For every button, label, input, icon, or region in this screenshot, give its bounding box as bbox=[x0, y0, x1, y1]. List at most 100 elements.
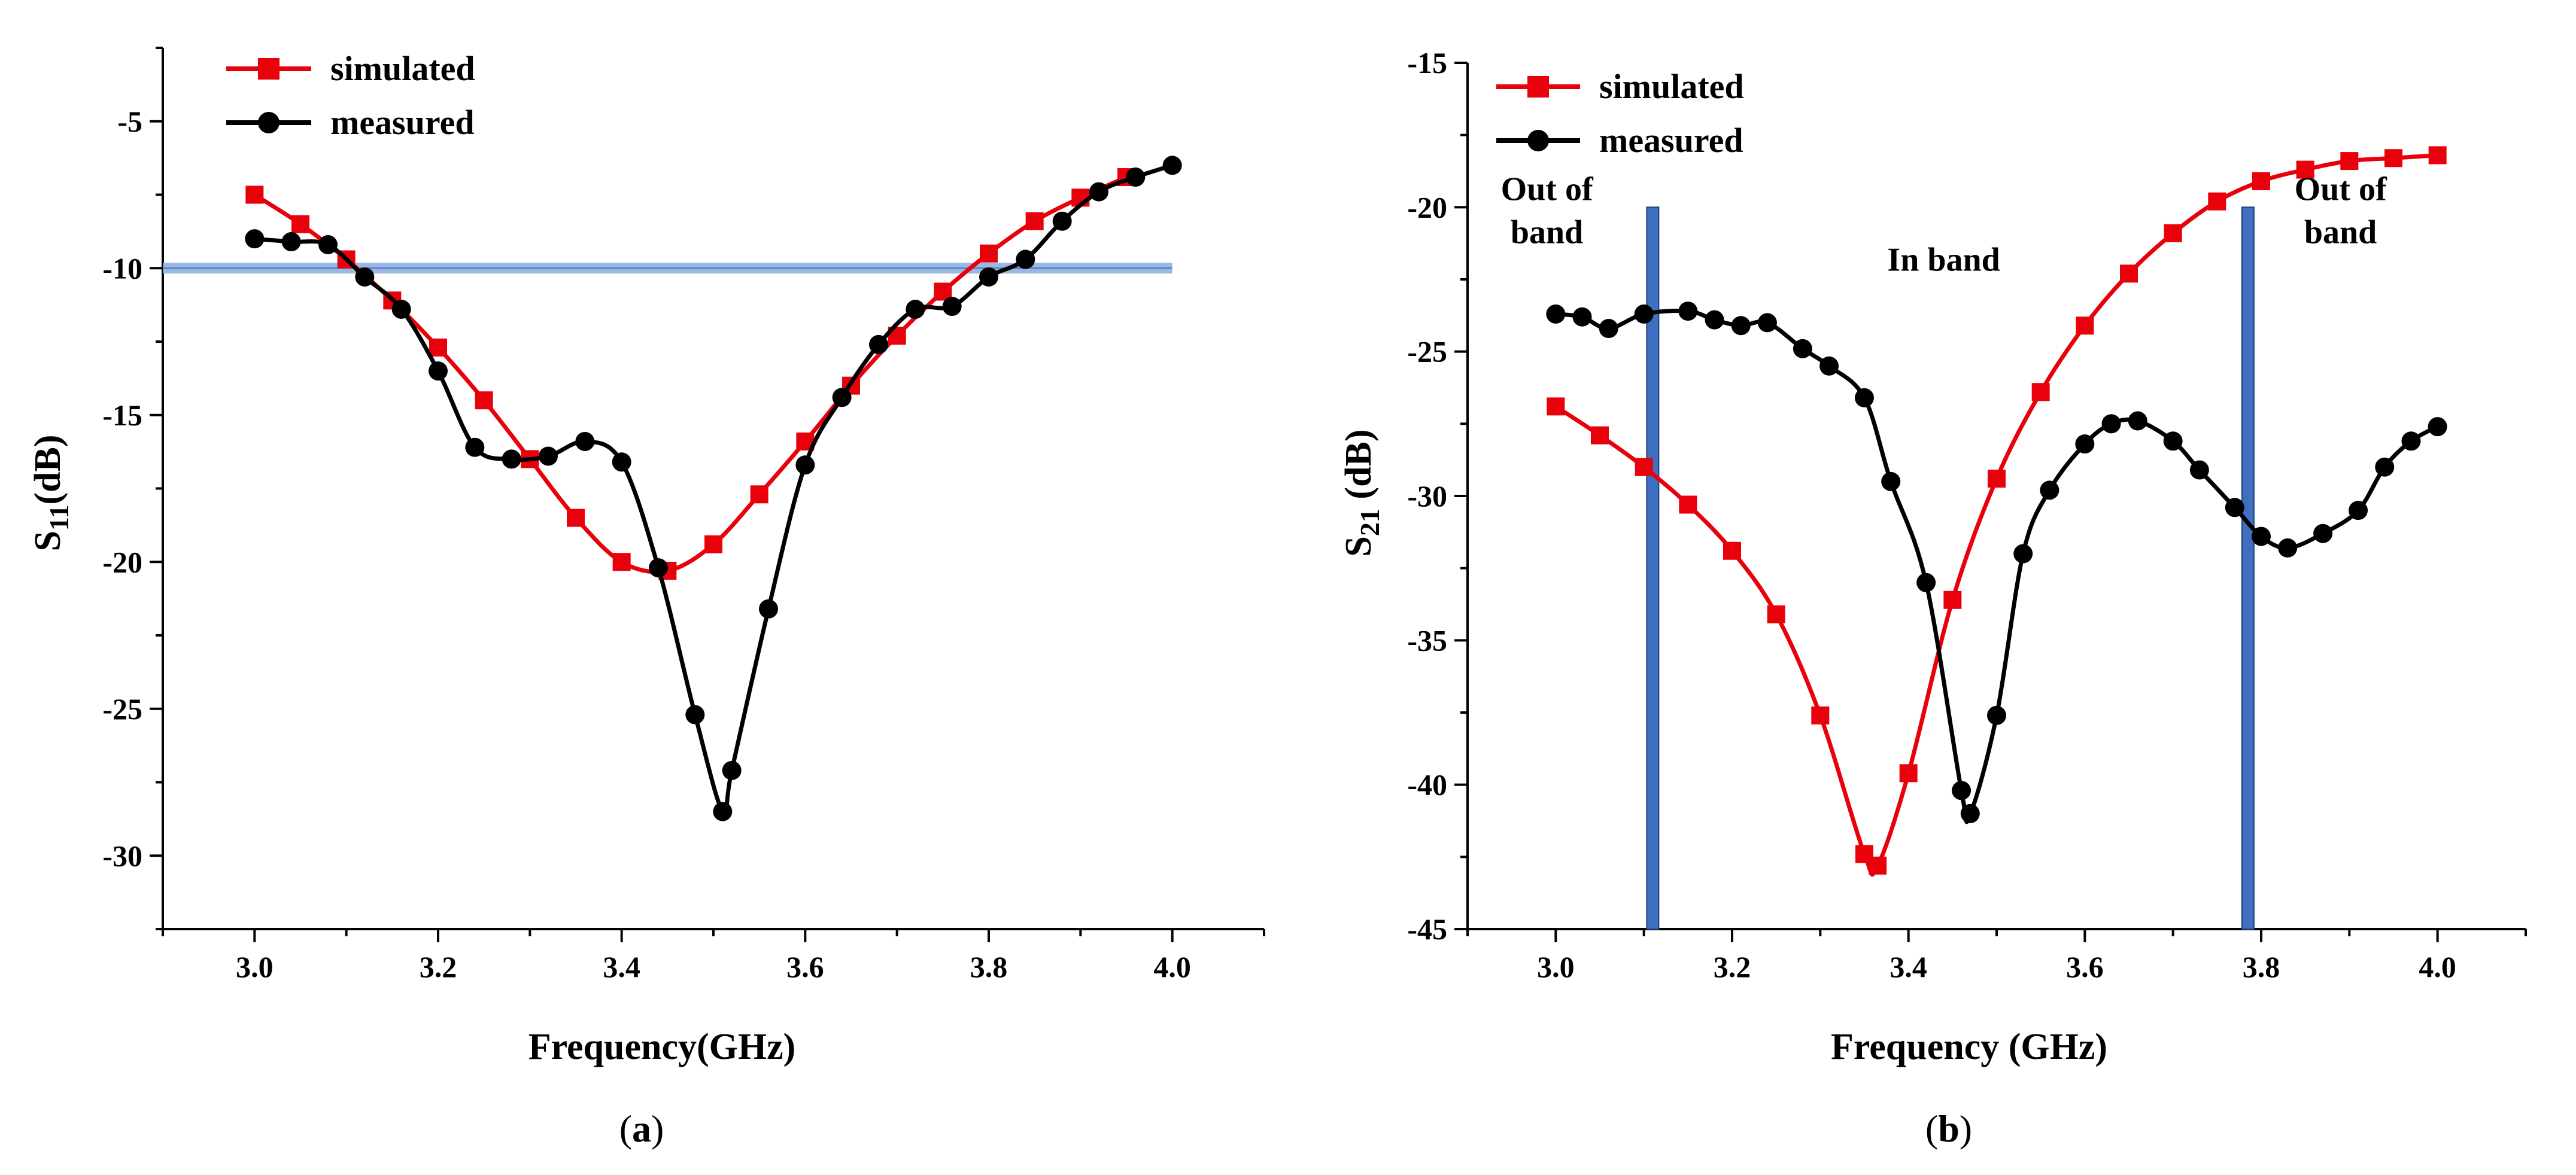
series-measured-point bbox=[685, 705, 705, 725]
series-measured-point bbox=[2349, 501, 2368, 520]
caption-a: (a) bbox=[619, 1107, 664, 1150]
series-measured-point bbox=[869, 334, 888, 354]
series-simulated-point bbox=[2031, 383, 2050, 401]
series-measured-point bbox=[1678, 302, 1698, 321]
series-measured-point bbox=[1952, 781, 1972, 800]
legend-simulated-label: simulated bbox=[1599, 67, 1744, 106]
series-measured-point bbox=[391, 299, 411, 319]
y-tick-label: -25 bbox=[102, 692, 142, 726]
chart-b-ylabel-main: S bbox=[1338, 536, 1379, 556]
x-tick-label: 3.4 bbox=[603, 950, 640, 984]
series-simulated-point bbox=[245, 185, 264, 204]
series-simulated-point bbox=[1679, 495, 1697, 514]
y-tick-label: -30 bbox=[102, 839, 142, 872]
caption-b: (b) bbox=[1925, 1107, 1972, 1150]
chart-b-annotations: Out of band In band Out of band bbox=[1501, 171, 2387, 278]
band-boundary-line-2 bbox=[2241, 206, 2255, 930]
series-simulated-point bbox=[2076, 316, 2094, 335]
caption-a-letter: a bbox=[632, 1107, 651, 1150]
series-measured-point bbox=[2375, 457, 2395, 477]
series-simulated-point bbox=[980, 244, 998, 263]
x-tick-label: 4.0 bbox=[2419, 950, 2456, 984]
series-simulated-point bbox=[1635, 458, 1653, 476]
series-simulated-point bbox=[2428, 146, 2447, 165]
series-measured-point bbox=[281, 232, 301, 252]
y-tick-label: -40 bbox=[1407, 768, 1447, 802]
series-measured-point bbox=[1731, 316, 1751, 336]
series-simulated-point bbox=[1025, 212, 1044, 230]
series-simulated-point bbox=[2384, 149, 2402, 168]
legend-simulated-marker bbox=[258, 58, 280, 80]
chart-a-ylabel-main: S bbox=[28, 531, 68, 551]
series-measured-point bbox=[1162, 156, 1182, 175]
series-simulated-point bbox=[1723, 541, 1741, 560]
series-measured-point bbox=[759, 599, 778, 619]
series-measured-point bbox=[1089, 182, 1108, 202]
series-simulated-point bbox=[1943, 590, 1962, 609]
legend-simulated-label: simulated bbox=[330, 49, 475, 88]
series-measured-point bbox=[1572, 307, 1592, 327]
series-simulated-point bbox=[750, 485, 768, 504]
series-measured-point bbox=[575, 431, 595, 451]
series-measured-point bbox=[1960, 803, 1980, 823]
series-measured-point bbox=[942, 297, 962, 316]
series-measured-point bbox=[2278, 538, 2298, 558]
series-measured-point bbox=[1881, 471, 1901, 491]
x-tick-label: 3.6 bbox=[2066, 950, 2104, 984]
x-tick-label: 3.4 bbox=[1890, 950, 1927, 984]
x-tick-label: 3.8 bbox=[2243, 950, 2280, 984]
series-measured-point bbox=[713, 802, 733, 821]
annotation-line: In band bbox=[1887, 242, 2000, 279]
chart-a-ylabel: S11(dB) bbox=[28, 434, 74, 551]
series-simulated-point bbox=[1547, 397, 1565, 416]
y-tick-label: -5 bbox=[117, 105, 142, 138]
series-simulated-point bbox=[2164, 224, 2182, 242]
series-simulated-point bbox=[2252, 172, 2270, 190]
series-measured-point bbox=[1052, 211, 1072, 231]
x-tick-label: 3.2 bbox=[420, 950, 457, 984]
series-measured-point bbox=[1634, 304, 1654, 324]
y-tick-label: -45 bbox=[1407, 912, 1447, 946]
series-measured-point bbox=[2101, 414, 2121, 434]
series-simulated-line bbox=[253, 175, 1128, 574]
series-measured-point bbox=[2075, 434, 2095, 454]
chart-b-xlabel: Frequency (GHz) bbox=[1831, 1027, 2107, 1067]
y-tick-label: -20 bbox=[1407, 190, 1447, 224]
legend-measured-label: measured bbox=[330, 103, 475, 142]
x-tick-label: 3.0 bbox=[236, 950, 274, 984]
y-tick-label: -35 bbox=[1407, 623, 1447, 657]
series-measured-point bbox=[2313, 523, 2333, 543]
series-measured-point bbox=[355, 267, 375, 287]
series-measured-point bbox=[1126, 168, 1146, 187]
series-measured-point bbox=[2040, 480, 2059, 500]
chart-b-legend: simulated measured bbox=[1496, 67, 1744, 160]
chart-b-axes: 3.0 3.2 3.4 3.6 3.8 4.0 -45 -40 -35 -30 -25 -20 -15 bbox=[1407, 46, 2527, 984]
series-simulated-point bbox=[2340, 152, 2359, 171]
series-measured-point bbox=[429, 361, 448, 381]
x-tick-label: 4.0 bbox=[1153, 950, 1191, 984]
series-measured-point bbox=[906, 299, 925, 319]
chart-b-band-lines bbox=[1646, 206, 2255, 930]
series-measured-point bbox=[465, 437, 485, 457]
chart-a-legend: simulated measured bbox=[226, 49, 475, 142]
series-measured-point bbox=[1987, 705, 2006, 725]
series-simulated-point bbox=[475, 391, 493, 410]
series-simulated-point bbox=[704, 535, 722, 553]
series-simulated-point bbox=[1767, 605, 1785, 623]
y-tick-label: -10 bbox=[102, 251, 142, 285]
chart-b-ylabel-rest: (dB) bbox=[1338, 429, 1379, 509]
series-simulated-point bbox=[291, 215, 309, 233]
chart-a-axes: 3.0 3.2 3.4 3.6 3.8 4.0 -30 -25 -20 -15 -10 -5 bbox=[102, 47, 1265, 984]
series-simulated-point bbox=[1988, 470, 2006, 488]
x-tick-label: 3.6 bbox=[786, 950, 824, 984]
annotation-line: Out of bbox=[2295, 171, 2387, 208]
series-measured-point bbox=[612, 452, 631, 472]
series-measured-point bbox=[318, 235, 338, 254]
series-simulated-point bbox=[567, 509, 585, 527]
series-measured-point bbox=[1705, 310, 1724, 330]
annotation-line: Out of bbox=[1501, 171, 1594, 208]
band-boundary-line-1 bbox=[1646, 206, 1660, 930]
series-measured-point bbox=[2225, 498, 2244, 518]
chart-b-ylabel-sub: 21 bbox=[1354, 509, 1385, 536]
series-measured-point bbox=[2428, 417, 2447, 437]
